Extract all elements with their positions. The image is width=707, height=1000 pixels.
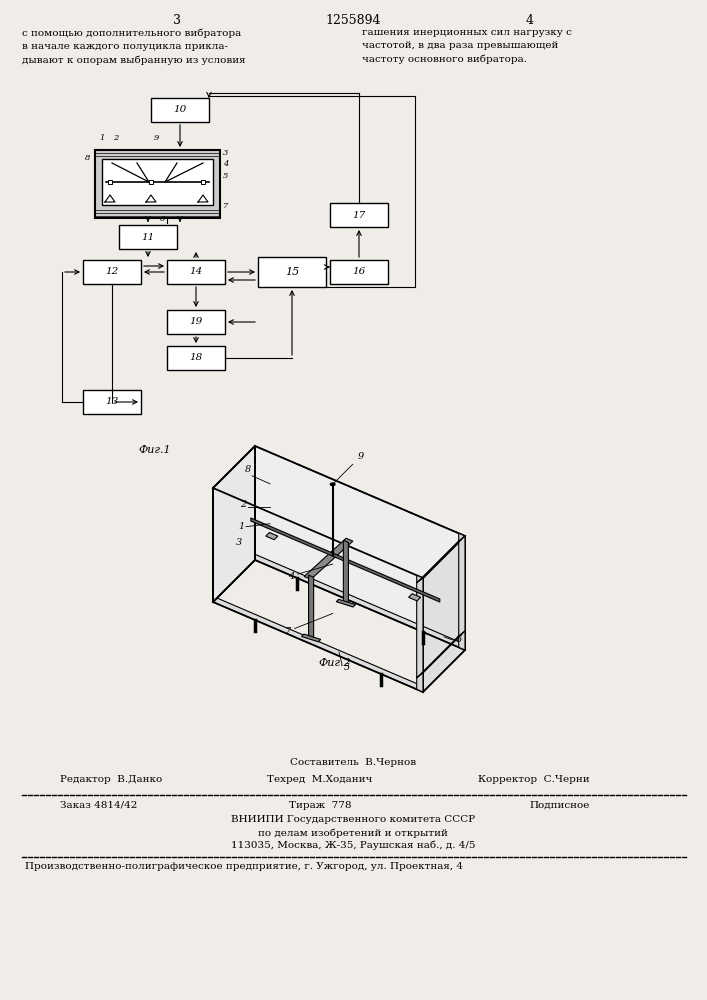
Bar: [151, 98, 209, 122]
Polygon shape: [213, 596, 423, 692]
Bar: [108, 180, 112, 184]
Text: 5: 5: [223, 172, 228, 180]
Text: 18: 18: [189, 354, 203, 362]
Text: 4: 4: [526, 14, 534, 27]
Text: гашения инерционных сил нагрузку с
частотой, в два раза превышающей
частоту осно: гашения инерционных сил нагрузку с часто…: [362, 28, 572, 64]
Text: по делам изобретений и открытий: по делам изобретений и открытий: [258, 828, 448, 838]
Polygon shape: [255, 446, 465, 650]
Bar: [102, 159, 213, 205]
Bar: [167, 310, 225, 334]
Text: Производственно-полиграфическое предприятие, г. Ужгород, ул. Проектная, 4: Производственно-полиграфическое предприя…: [25, 862, 463, 871]
Text: 14: 14: [189, 267, 203, 276]
Text: 8: 8: [85, 154, 90, 162]
Text: Редактор  В.Данко: Редактор В.Данко: [60, 775, 162, 784]
Text: Тираж  778: Тираж 778: [288, 801, 351, 810]
Text: 16: 16: [352, 267, 366, 276]
Text: 2: 2: [113, 134, 118, 142]
Text: 13: 13: [105, 397, 119, 406]
Text: 6: 6: [456, 635, 462, 644]
Text: 1: 1: [238, 522, 244, 531]
Polygon shape: [255, 554, 465, 650]
Text: Техред  М.Ходанич: Техред М.Ходанич: [267, 775, 373, 784]
Text: 7: 7: [223, 202, 228, 210]
Polygon shape: [266, 532, 278, 540]
Text: 5: 5: [344, 663, 350, 672]
Text: Фиг.1: Фиг.1: [139, 445, 171, 455]
Text: 3: 3: [223, 149, 228, 157]
Text: 9: 9: [358, 452, 364, 461]
Text: 7: 7: [285, 626, 291, 636]
Text: Фиг.2: Фиг.2: [318, 658, 351, 668]
Polygon shape: [304, 538, 353, 579]
Text: 4: 4: [223, 160, 228, 168]
Bar: [83, 390, 141, 414]
Bar: [149, 180, 153, 184]
Text: 3: 3: [236, 538, 243, 547]
Polygon shape: [301, 634, 321, 642]
Polygon shape: [409, 594, 421, 601]
Text: 10: 10: [173, 105, 187, 114]
Bar: [83, 260, 141, 284]
Polygon shape: [459, 533, 465, 650]
Text: 1255894: 1255894: [325, 14, 381, 27]
Text: 9: 9: [154, 134, 159, 142]
Text: Составитель  В.Чернов: Составитель В.Чернов: [290, 758, 416, 767]
Bar: [167, 346, 225, 370]
Text: ВНИИПИ Государственного комитета СССР: ВНИИПИ Государственного комитета СССР: [231, 815, 475, 824]
Polygon shape: [213, 446, 255, 602]
Polygon shape: [251, 518, 440, 602]
Text: 8: 8: [245, 465, 251, 474]
Polygon shape: [213, 446, 465, 578]
Polygon shape: [344, 540, 349, 605]
Bar: [258, 257, 326, 287]
Polygon shape: [416, 536, 465, 583]
Polygon shape: [337, 599, 356, 607]
Polygon shape: [308, 575, 314, 640]
Text: 4: 4: [288, 572, 294, 581]
Text: 113035, Москва, Ж-35, Раушская наб., д. 4/5: 113035, Москва, Ж-35, Раушская наб., д. …: [230, 841, 475, 850]
Ellipse shape: [329, 482, 336, 486]
Text: Заказ 4814/42: Заказ 4814/42: [60, 801, 137, 810]
Text: 11: 11: [141, 232, 155, 241]
Text: Подписное: Подписное: [530, 801, 590, 810]
Text: 3: 3: [173, 14, 181, 27]
Polygon shape: [416, 575, 423, 692]
Bar: [95, 150, 220, 218]
Text: с помощью дополнительного вибратора
в начале каждого полуцикла прикла-
дывают к : с помощью дополнительного вибратора в на…: [22, 28, 245, 65]
Text: 6: 6: [160, 215, 165, 223]
Bar: [201, 180, 205, 184]
Bar: [119, 225, 177, 249]
Text: 19: 19: [189, 318, 203, 326]
Bar: [330, 260, 388, 284]
Text: 15: 15: [285, 267, 299, 277]
Text: 17: 17: [352, 211, 366, 220]
Bar: [330, 203, 388, 227]
Text: 2: 2: [240, 500, 246, 509]
Polygon shape: [423, 536, 465, 692]
Text: 1: 1: [99, 134, 105, 142]
Bar: [167, 260, 225, 284]
Text: 12: 12: [105, 267, 119, 276]
Polygon shape: [416, 631, 465, 678]
Text: Корректор  С.Черни: Корректор С.Черни: [479, 775, 590, 784]
